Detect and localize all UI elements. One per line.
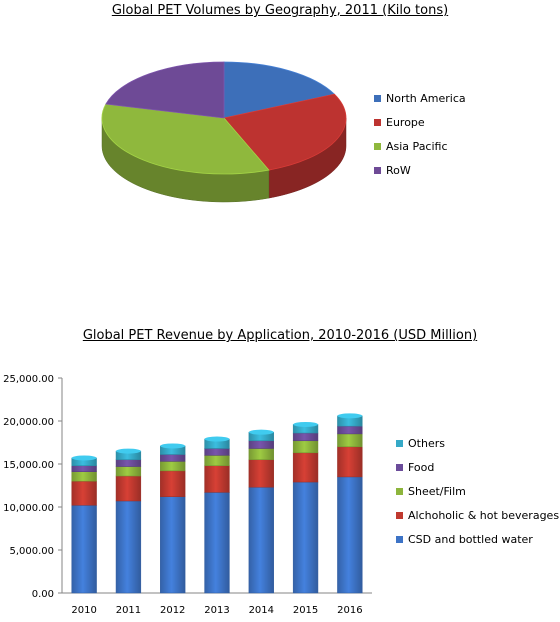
bar-2011-sheet-film (115, 466, 142, 477)
bar-2010-sheet-film (71, 471, 97, 482)
legend-swatch-asia-pacific (374, 143, 381, 150)
bar-2015-sheet-film (292, 440, 319, 454)
y-tick-label: 5,000.00 (9, 546, 54, 557)
bar-2012-csd-and-bottled-water (160, 496, 186, 594)
bar-2015-food (292, 432, 319, 442)
y-tick-label: 25,000.00 (3, 374, 54, 385)
bar-2013-csd-and-bottled-water (204, 492, 230, 594)
bar-2015-csd-and-bottled-water (292, 481, 319, 594)
legend-label-europe: Europe (386, 116, 425, 129)
y-tick-label: 20,000.00 (3, 417, 54, 428)
bar-2014-sheet-film (248, 448, 274, 460)
bar-cap-2013 (204, 436, 230, 442)
pie-slice-asia-pacific (101, 103, 270, 175)
bar-2011-csd-and-bottled-water (115, 500, 142, 594)
legend-label-others: Others (408, 437, 445, 450)
bar-2012-food (160, 454, 186, 462)
legend-label-row: RoW (386, 164, 411, 177)
pie-chart-title: Global PET Volumes by Geography, 2011 (K… (111, 3, 449, 18)
bar-2015-alchoholic-hot-beverages (292, 452, 319, 483)
x-tick-label: 2014 (249, 605, 274, 616)
bar-2015-others (292, 424, 319, 434)
bar-cap-2010 (71, 455, 97, 461)
bar-cap-2014 (248, 429, 274, 435)
bar-2011-others (115, 450, 142, 460)
legend-swatch-row (374, 167, 381, 174)
bar-cap-2016 (337, 413, 363, 419)
bar-2012-sheet-film (160, 461, 186, 472)
legend-swatch-food (396, 464, 403, 471)
legend-swatch-north-america (374, 95, 381, 102)
bar-2014-others (248, 431, 274, 442)
bar-2016-food (337, 425, 363, 435)
bar-2013-sheet-film (204, 455, 230, 466)
pie-chart: North America Europe Asia Pacific RoW (101, 61, 466, 203)
legend-label-sheet-film: Sheet/Film (408, 485, 466, 498)
pie-slice-row (105, 61, 225, 119)
bar-cap-2012 (160, 443, 186, 449)
x-tick-label: 2015 (293, 605, 318, 616)
legend-swatch-others (396, 440, 403, 447)
bar-2011-alchoholic-hot-beverages (115, 475, 142, 502)
x-tick-label: 2010 (71, 605, 96, 616)
bar-2014-food (248, 440, 274, 449)
bar-2012-others (160, 445, 186, 455)
bar-2016-alchoholic-hot-beverages (337, 446, 363, 478)
bar-2014-alchoholic-hot-beverages (248, 459, 274, 488)
bar-cap-2015 (293, 421, 318, 427)
pie-slice-north-america (223, 61, 336, 119)
bar-2016-others (337, 415, 363, 427)
legend-swatch-csd-and-bottled-water (396, 536, 403, 543)
bar-2012-alchoholic-hot-beverages (160, 470, 186, 497)
bar-2016-sheet-film (337, 433, 363, 448)
bar-2010-food (71, 465, 97, 472)
legend-swatch-europe (374, 119, 381, 126)
legend-label-alchoholic-hot-beverages: Alchoholic & hot beverages (408, 509, 559, 522)
bar-2016-csd-and-bottled-water (337, 476, 363, 594)
legend-label-asia-pacific: Asia Pacific (386, 140, 448, 153)
bar-chart-title: Global PET Revenue by Application, 2010-… (82, 328, 478, 343)
bar-2010-alchoholic-hot-beverages (71, 480, 97, 506)
bar-2011-food (115, 459, 142, 467)
y-tick-label: 10,000.00 (3, 503, 54, 514)
pie-slice-europe (223, 93, 347, 171)
bar-2013-alchoholic-hot-beverages (204, 465, 230, 493)
y-tick-label: 0.00 (32, 589, 54, 600)
legend-swatch-sheet-film (396, 488, 403, 495)
y-tick-label: 15,000.00 (3, 460, 54, 471)
bar-2013-others (204, 438, 230, 449)
bar-cap-2011 (116, 448, 141, 454)
bar-2010-others (71, 457, 97, 466)
x-tick-label: 2012 (160, 605, 185, 616)
legend-label-food: Food (408, 461, 434, 474)
x-tick-label: 2011 (116, 605, 141, 616)
bar-2010-csd-and-bottled-water (71, 505, 97, 594)
legend-label-north-america: North America (386, 92, 466, 105)
legend-label-csd-and-bottled-water: CSD and bottled water (408, 533, 533, 546)
x-tick-label: 2013 (204, 605, 229, 616)
bar-2014-csd-and-bottled-water (248, 486, 274, 594)
legend-swatch-alchoholic-hot-beverages (396, 512, 403, 519)
x-tick-label: 2016 (337, 605, 362, 616)
bar-2013-food (204, 448, 230, 456)
